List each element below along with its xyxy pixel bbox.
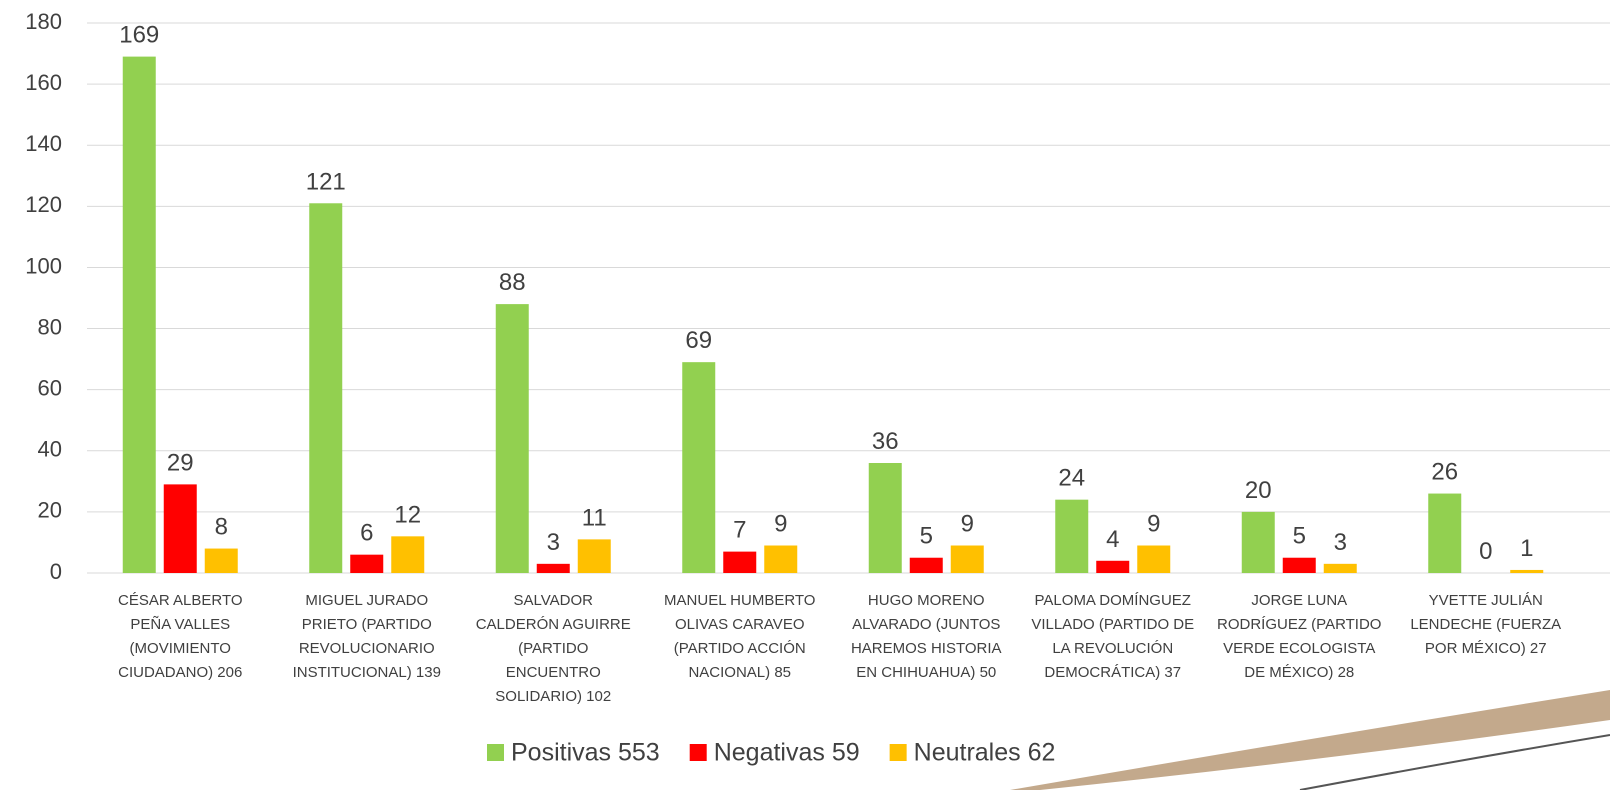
x-tick-label: JORGE LUNA RODRÍGUEZ (PARTIDO VERDE ECOLOG… — [1217, 592, 1381, 681]
x-tick-label: YVETTE JULIÁN LENDECHE (FUERZA POR MÉXICO)… — [1410, 592, 1561, 657]
x-tick-label: MIGUEL JURADO PRIETO (PARTIDO REVOLUCIONAR… — [293, 592, 441, 681]
value-label: 5 — [1293, 523, 1306, 550]
bar — [723, 551, 757, 573]
y-tick-label: 20 — [38, 498, 62, 523]
y-tick-label: 160 — [25, 70, 62, 95]
value-label: 88 — [499, 269, 526, 296]
bar — [1282, 557, 1316, 573]
y-tick-label: 40 — [38, 437, 62, 462]
bar — [577, 539, 611, 573]
bar — [204, 548, 238, 573]
value-label: 69 — [685, 327, 712, 354]
bar — [909, 557, 943, 573]
bar — [350, 554, 384, 573]
value-label: 121 — [306, 168, 346, 195]
value-label: 9 — [961, 511, 974, 538]
x-tick-label: SALVADOR CALDERÓN AGUIRRE (PARTIDO ENCUENTR… — [476, 592, 631, 705]
bar — [1428, 493, 1462, 573]
bar — [1323, 563, 1357, 573]
legend-label: Neutrales 62 — [914, 739, 1056, 767]
bar — [950, 545, 984, 573]
value-label: 9 — [1147, 511, 1160, 538]
bar — [1241, 511, 1275, 573]
value-label: 9 — [774, 511, 787, 538]
y-tick-label: 120 — [25, 192, 62, 217]
x-tick-label: CÉSAR ALBERTO PEÑA VALLES (MOVIMIENTO CIUDA… — [118, 592, 243, 681]
legend-swatch — [487, 744, 504, 761]
legend-label: Negativas 59 — [714, 739, 860, 767]
bar — [1137, 545, 1171, 573]
bar — [391, 536, 425, 573]
bar — [868, 463, 902, 573]
value-label: 36 — [872, 428, 899, 455]
x-tick-label: HUGO MORENO ALVARADO (JUNTOS HAREMOS HISTO… — [851, 592, 1002, 681]
value-label: 0 — [1479, 538, 1492, 565]
value-label: 3 — [547, 529, 560, 556]
x-tick-label: PALOMA DOMÍNGUEZ VILLADO (PARTIDO DE LA RE… — [1031, 592, 1194, 681]
value-label: 11 — [582, 504, 607, 531]
bar — [1510, 569, 1544, 573]
bar — [682, 362, 716, 573]
bar — [163, 484, 197, 573]
bar — [1096, 560, 1130, 573]
value-label: 1 — [1520, 535, 1533, 562]
value-label: 6 — [360, 520, 373, 547]
decoration — [1299, 734, 1610, 791]
value-label: 26 — [1431, 459, 1458, 486]
x-tick-label: MANUEL HUMBERTO OLIVAS CARAVEO (PARTIDO AC… — [664, 592, 815, 681]
value-label: 3 — [1334, 529, 1347, 556]
y-tick-label: 180 — [25, 9, 62, 34]
y-tick-label: 140 — [25, 131, 62, 156]
decoration — [1040, 720, 1610, 790]
bar — [495, 304, 529, 573]
value-label: 8 — [215, 514, 228, 541]
y-tick-label: 0 — [50, 559, 62, 584]
y-tick-label: 80 — [38, 314, 62, 339]
value-label: 7 — [733, 517, 746, 544]
legend-swatch — [889, 744, 907, 761]
value-label: 12 — [394, 501, 421, 528]
bar — [309, 203, 343, 573]
value-label: 4 — [1106, 526, 1119, 553]
bar — [764, 545, 798, 573]
bar — [122, 56, 156, 574]
value-label: 29 — [167, 449, 194, 476]
legend-swatch — [689, 744, 707, 761]
value-label: 24 — [1058, 465, 1085, 492]
bar — [1055, 499, 1089, 573]
value-label: 5 — [920, 523, 933, 550]
legend-label: Positivas 553 — [511, 739, 660, 767]
value-label: 169 — [119, 22, 159, 49]
bar — [536, 563, 570, 573]
value-label: 20 — [1245, 477, 1272, 504]
y-tick-label: 100 — [25, 253, 62, 278]
y-tick-label: 60 — [38, 375, 62, 400]
